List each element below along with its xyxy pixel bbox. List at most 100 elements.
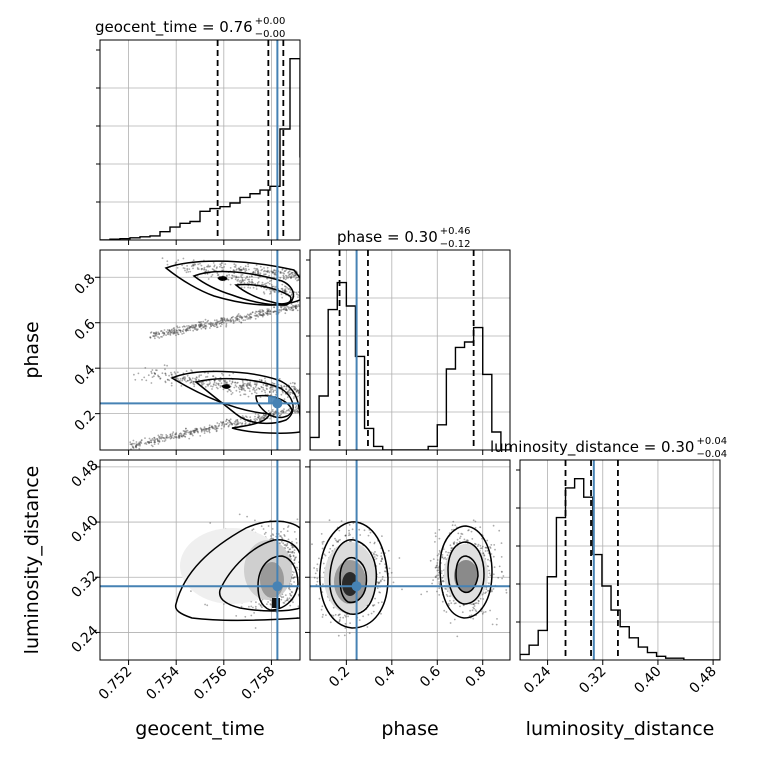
- scatter-point: [261, 606, 263, 609]
- scatter-point: [207, 372, 210, 374]
- scatter-point: [244, 270, 247, 273]
- scatter-point: [257, 310, 260, 313]
- scatter-point: [233, 386, 236, 389]
- scatter-point: [203, 266, 206, 269]
- scatter-point: [221, 317, 223, 320]
- scatter-point: [264, 377, 266, 380]
- truth-lines: [310, 460, 510, 660]
- scatter-point: [370, 612, 373, 615]
- scatter-point: [295, 276, 298, 279]
- scatter-point: [240, 316, 243, 318]
- scatter-point: [155, 334, 158, 337]
- scatter-point: [266, 312, 269, 315]
- x-tick-label: 0.6: [417, 663, 444, 690]
- scatter-point: [190, 590, 192, 592]
- scatter-point: [259, 314, 261, 317]
- scatter-point: [249, 418, 252, 421]
- scatter-point: [265, 414, 267, 416]
- scatter-point: [205, 325, 208, 328]
- scatter-point: [285, 307, 287, 310]
- scatter-point: [283, 411, 285, 414]
- scatter-point: [264, 380, 267, 383]
- scatter-point: [207, 322, 210, 325]
- scatter-point: [196, 268, 199, 270]
- scatter-point: [380, 552, 383, 554]
- scatter-point: [453, 618, 456, 621]
- y-tick-label: 0.40: [68, 513, 101, 546]
- scatter-point: [229, 421, 232, 424]
- scatter-point: [179, 329, 181, 332]
- scatter-point: [290, 391, 292, 394]
- scatter-point: [381, 558, 383, 560]
- scatter-point: [239, 394, 242, 397]
- scatter-point: [263, 389, 266, 392]
- scatter-point: [280, 293, 283, 296]
- scatter-point: [436, 564, 439, 566]
- scatter-point: [268, 310, 271, 313]
- scatter-point: [264, 414, 266, 417]
- scatter-point: [261, 314, 264, 317]
- scatter-point: [181, 330, 184, 332]
- scatter-point: [369, 531, 372, 534]
- scatter-point: [228, 380, 231, 382]
- scatter-point: [263, 414, 265, 416]
- scatter-point: [273, 382, 276, 385]
- scatter-point: [192, 434, 194, 437]
- scatter-point: [209, 327, 211, 329]
- scatter-point: [178, 435, 181, 437]
- scatter-point: [285, 409, 288, 412]
- scatter-point: [230, 390, 232, 393]
- scatter-point: [219, 322, 222, 325]
- scatter-point: [196, 430, 199, 433]
- scatter-point: [169, 333, 171, 335]
- scatter-point: [316, 580, 319, 583]
- scatter-point: [461, 611, 464, 614]
- scatter-point: [314, 572, 317, 575]
- scatter-point: [496, 618, 498, 620]
- title-phase-sup: +0.46: [440, 226, 471, 237]
- scatter-point: [152, 335, 155, 337]
- scatter-point: [230, 393, 233, 396]
- scatter-point: [282, 277, 285, 279]
- scatter-point: [261, 315, 264, 318]
- scatter-point: [377, 582, 380, 584]
- scatter-point: [229, 421, 232, 424]
- scatter-point: [189, 433, 192, 435]
- scatter-point: [293, 581, 295, 583]
- scatter-point: [182, 328, 185, 331]
- scatter-point: [285, 274, 287, 277]
- scatter-point: [296, 518, 299, 521]
- scatter-point: [287, 307, 290, 310]
- scatter-point: [247, 382, 250, 385]
- scatter-point: [195, 324, 198, 327]
- scatter-point: [215, 322, 218, 325]
- scatter-point: [450, 546, 453, 549]
- scatter-point: [234, 264, 237, 267]
- scatter-point: [289, 382, 292, 385]
- scatter-point: [493, 566, 496, 569]
- scatter-point: [438, 553, 440, 555]
- scatter-point: [230, 320, 233, 323]
- scatter-point: [489, 546, 491, 548]
- scatter-point: [278, 533, 280, 535]
- y-tick-label: 0.48: [68, 457, 101, 490]
- scatter-point: [186, 327, 189, 329]
- scatter-point: [243, 286, 246, 289]
- scatter-point: [274, 269, 277, 272]
- scatter-point: [203, 430, 206, 433]
- scatter-point: [273, 269, 275, 272]
- scatter-point: [290, 558, 292, 560]
- scatter-point: [290, 577, 293, 580]
- scatter-point: [449, 622, 452, 624]
- scatter-point: [204, 322, 206, 324]
- scatter-point: [132, 439, 135, 442]
- scatter-point: [242, 268, 245, 270]
- scatter-point: [265, 385, 268, 388]
- scatter-point: [203, 427, 206, 430]
- scatter-point: [270, 537, 272, 540]
- scatter-point: [347, 534, 350, 537]
- scatter-point: [262, 383, 265, 386]
- scatter-point: [244, 265, 247, 268]
- scatter-point: [147, 441, 149, 444]
- histogram-bar: [638, 647, 647, 660]
